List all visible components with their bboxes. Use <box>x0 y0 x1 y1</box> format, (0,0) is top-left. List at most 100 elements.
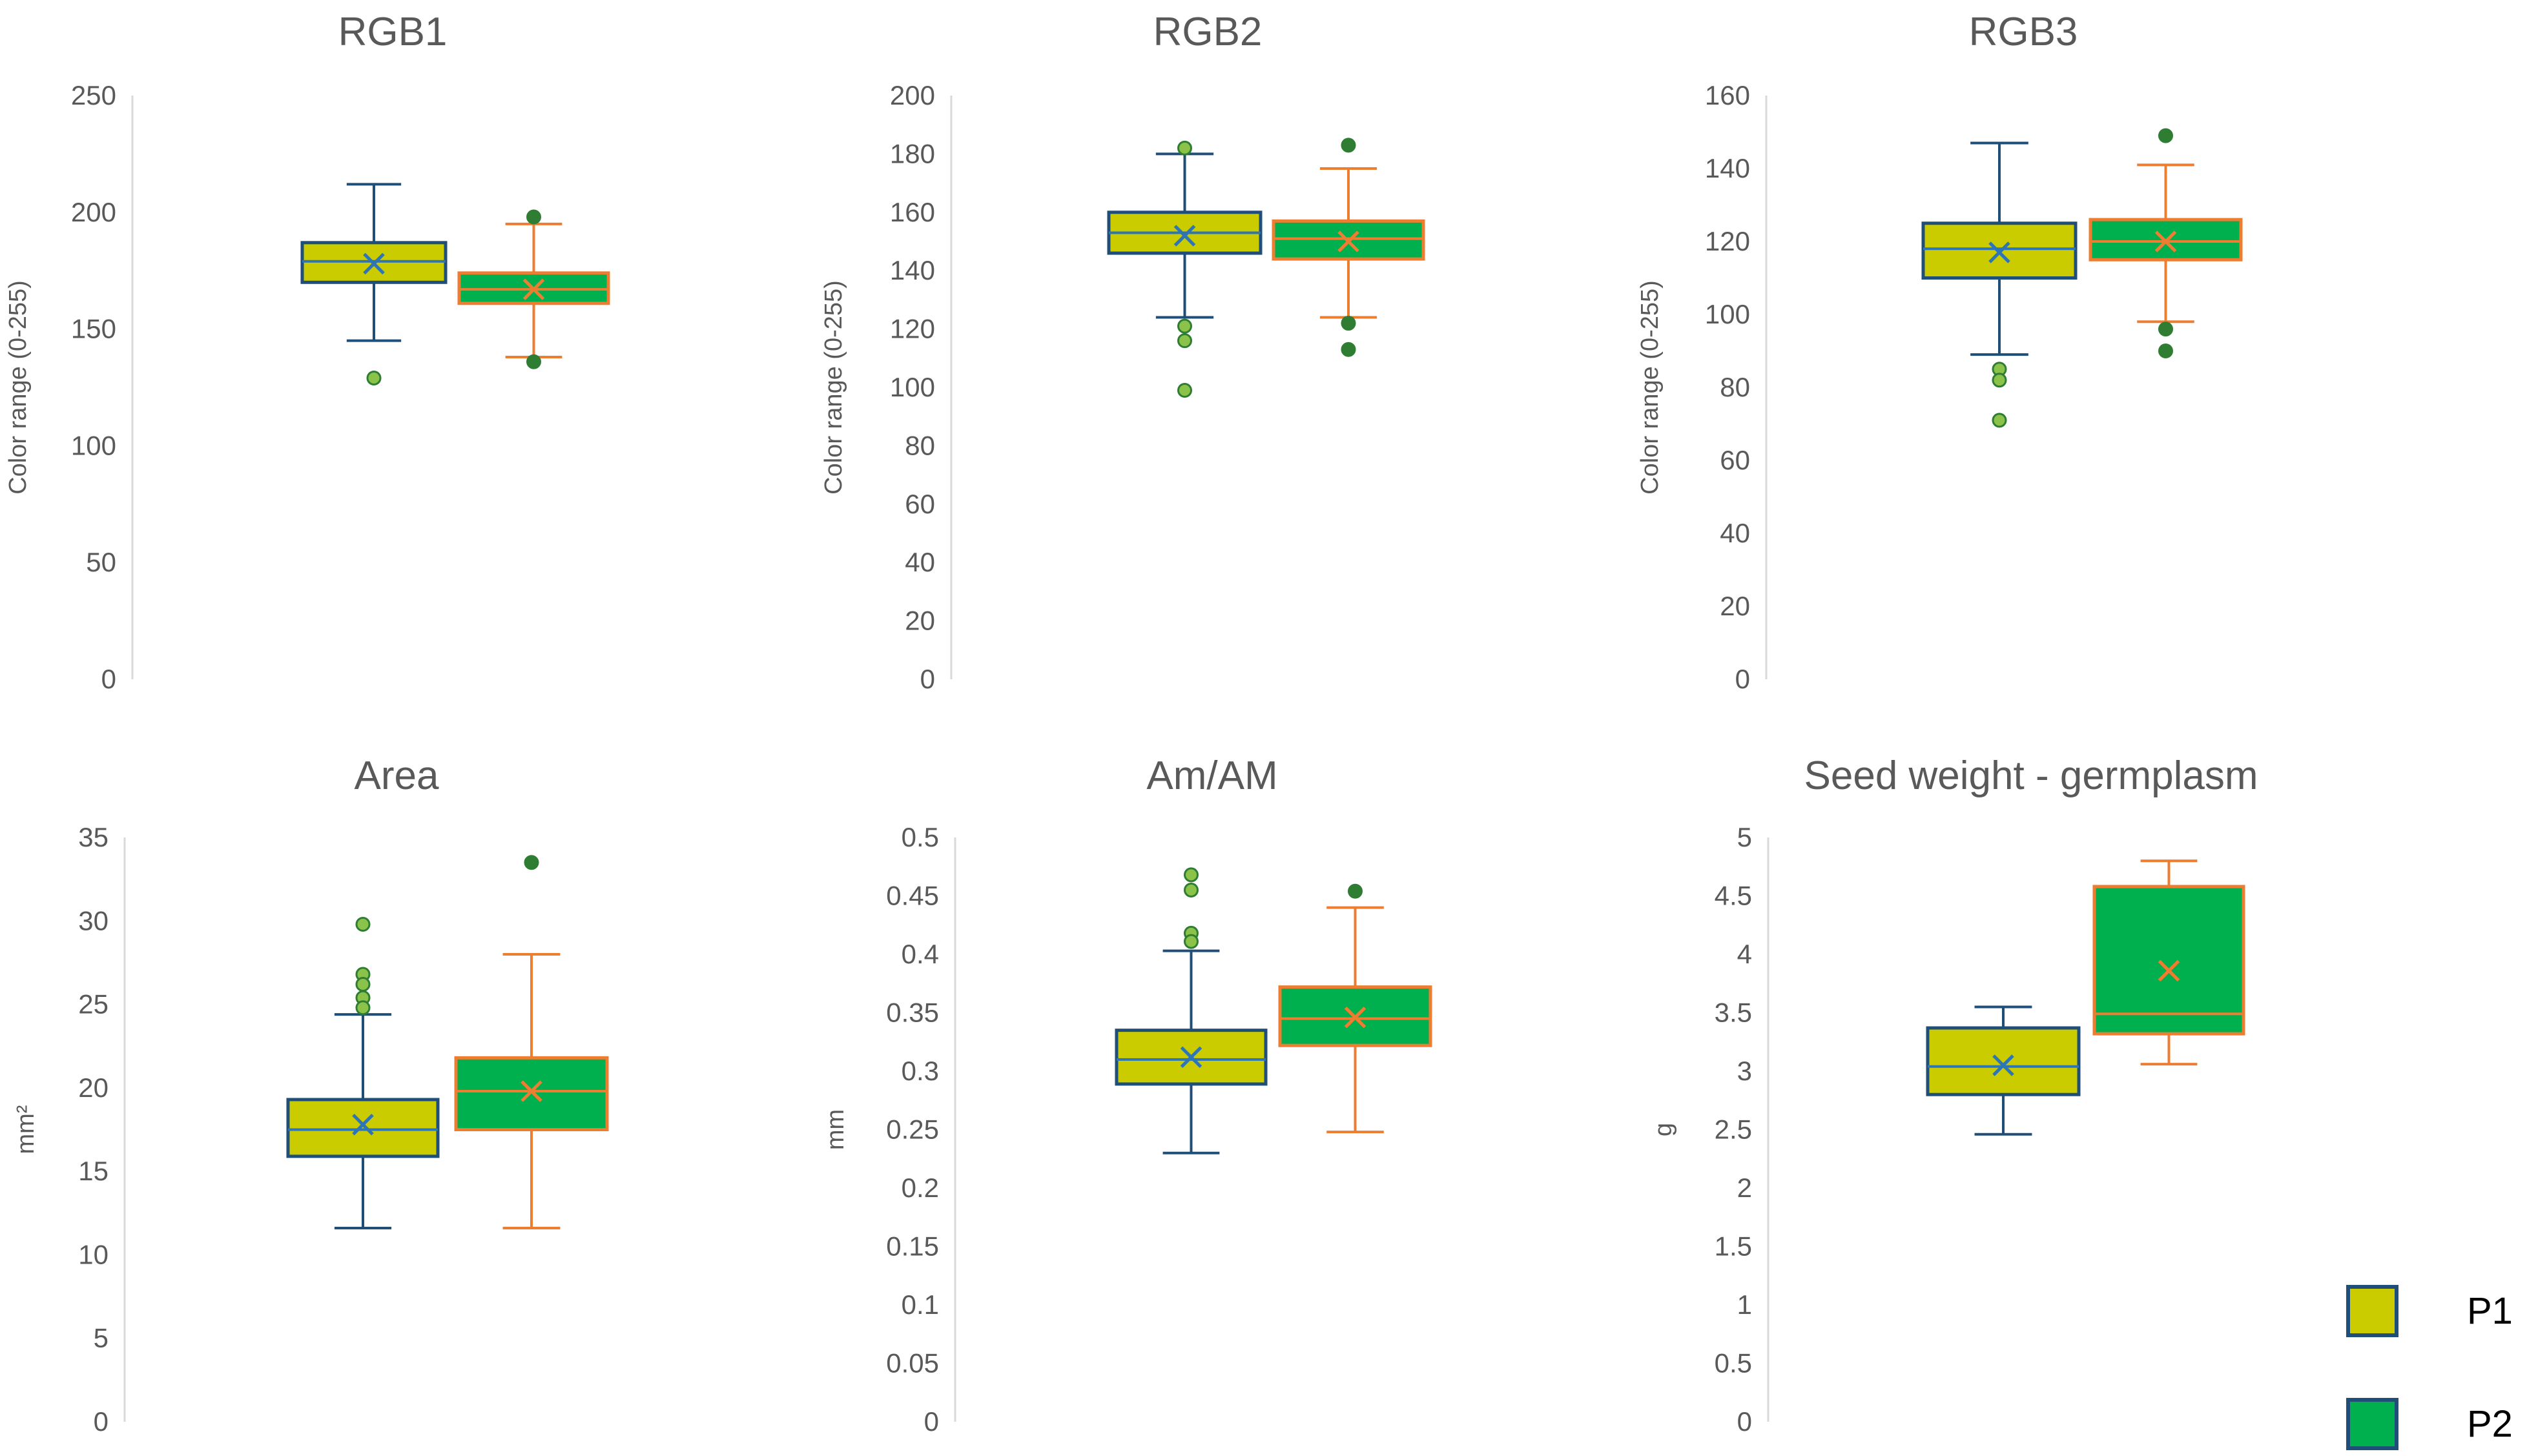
y-tick-label: 40 <box>905 547 935 577</box>
mean-marker-stroke <box>363 252 385 275</box>
mean-marker-stroke <box>2158 959 2180 982</box>
box-p2 <box>457 209 610 369</box>
outlier-point <box>1992 413 2007 428</box>
y-tick-label: 140 <box>890 255 935 285</box>
y-tick-label: 80 <box>1720 372 1750 402</box>
y-tick-label: 160 <box>1705 80 1750 110</box>
y-tick-label: 0 <box>101 664 116 694</box>
y-tick-label: 1 <box>1737 1289 1752 1320</box>
chart-title: Area <box>355 754 439 798</box>
box-p2 <box>2089 128 2243 358</box>
legend-swatch-p2 <box>2346 1398 2398 1450</box>
y-tick-label: 0 <box>94 1406 108 1437</box>
y-axis-label: g <box>1650 1123 1677 1136</box>
y-tick-label: 1.5 <box>1715 1231 1752 1262</box>
y-tick-label: 0 <box>920 664 935 694</box>
y-tick-label: 5 <box>94 1323 108 1353</box>
chart-title: Am/AM <box>1146 754 1277 798</box>
y-tick-label: 0.5 <box>1715 1348 1752 1379</box>
outlier-point <box>1341 138 1356 153</box>
outlier-point <box>1341 316 1356 331</box>
outlier-point <box>355 916 371 932</box>
y-tick-label: 0.05 <box>886 1348 939 1379</box>
box-p1 <box>300 183 448 386</box>
iqr-box <box>454 1056 609 1132</box>
mean-marker <box>1337 231 1359 252</box>
chart-panel: RGB3 0 20 40 60 80 100 120 140 160 Color range (0-… <box>1636 10 2243 694</box>
mean-marker-stroke <box>2154 231 2177 252</box>
outlier-point <box>1177 140 1192 156</box>
outlier-point <box>355 1000 371 1016</box>
outlier-point <box>366 371 382 386</box>
mean-marker <box>1173 225 1196 247</box>
chart-panel: RGB2 0 20 40 60 80 100 120 140 160 180 200 Color ran… <box>820 10 1425 694</box>
mean-marker-stroke <box>1180 1046 1202 1069</box>
y-tick-label: 20 <box>905 606 935 636</box>
mean-marker <box>1992 1054 2014 1076</box>
chart-title: RGB1 <box>338 10 448 54</box>
mean-marker <box>2154 231 2177 252</box>
y-tick-label: 0.2 <box>902 1173 939 1203</box>
y-tick-label: 15 <box>78 1156 108 1186</box>
y-tick-label: 80 <box>905 430 935 460</box>
y-tick-label: 60 <box>1720 445 1750 475</box>
iqr-box <box>1272 219 1425 261</box>
chart-title: Seed weight - germplasm <box>1804 754 2258 798</box>
outlier-point <box>1184 934 1199 949</box>
mean-marker <box>1180 1046 1202 1069</box>
mean-marker <box>521 1080 542 1102</box>
outlier-point <box>524 855 539 870</box>
y-tick-label: 20 <box>78 1072 108 1103</box>
outlier-point <box>1348 883 1363 899</box>
y-tick-label: 60 <box>905 489 935 519</box>
mean-marker <box>2158 959 2180 982</box>
y-tick-label: 0.1 <box>902 1289 939 1320</box>
mean-marker-stroke <box>1992 1054 2014 1076</box>
y-tick-label: 140 <box>1705 153 1750 183</box>
y-tick-label: 0.3 <box>902 1056 939 1086</box>
outlier-point <box>1177 333 1192 349</box>
y-tick-label: 200 <box>890 80 935 110</box>
mean-marker-stroke <box>1337 231 1359 252</box>
y-tick-label: 2.5 <box>1715 1114 1752 1145</box>
chart-title: RGB2 <box>1153 10 1263 54</box>
iqr-box <box>1926 1026 2081 1096</box>
y-tick-label: 25 <box>78 989 108 1020</box>
y-tick-label: 4 <box>1737 939 1752 969</box>
y-tick-label: 50 <box>86 547 116 577</box>
outlier-point <box>526 209 541 225</box>
y-tick-label: 200 <box>71 197 116 227</box>
mean-marker-stroke <box>352 1113 374 1136</box>
y-tick-label: 100 <box>890 372 935 402</box>
y-axis-label: Color range (0-255) <box>820 280 847 495</box>
y-axis-label: Color range (0-255) <box>5 280 32 495</box>
y-tick-label: 0.25 <box>886 1114 939 1145</box>
mean-marker-stroke <box>1344 1006 1367 1029</box>
y-tick-label: 2 <box>1737 1173 1752 1203</box>
y-axis-label: Color range (0-255) <box>1636 280 1664 495</box>
y-tick-label: 100 <box>71 430 116 460</box>
legend-label-p1: P1 <box>2467 1290 2513 1332</box>
box-p2 <box>2092 859 2245 1066</box>
outlier-point <box>1992 373 2007 388</box>
box-p1 <box>1107 140 1263 398</box>
outlier-point <box>1341 342 1356 357</box>
box-p2 <box>1272 138 1425 357</box>
y-tick-label: 0.35 <box>886 998 939 1028</box>
outlier-point <box>2158 128 2173 143</box>
box-p1 <box>286 916 440 1230</box>
y-tick-label: 3.5 <box>1715 998 1752 1028</box>
mean-marker-stroke <box>521 1080 542 1102</box>
box-p1 <box>1115 867 1268 1154</box>
y-tick-label: 5 <box>1737 822 1752 852</box>
outlier-point <box>1177 383 1192 398</box>
y-tick-label: 0.45 <box>886 881 939 911</box>
chart-panel: RGB1 0 50 100 150 200 250 Color range (0-255) <box>5 10 610 694</box>
chart-panel: Seed weight - germplasm 0 0.5 1 1.5 2 2.5 3 3.5 4… <box>1650 754 2258 1437</box>
mean-marker-stroke <box>1173 225 1196 247</box>
mean-marker-stroke <box>522 278 545 300</box>
chart-panel: Area 0 5 10 15 20 25 30 35 mm² <box>12 754 609 1437</box>
legend: P1 P2 <box>2346 1285 2513 1450</box>
